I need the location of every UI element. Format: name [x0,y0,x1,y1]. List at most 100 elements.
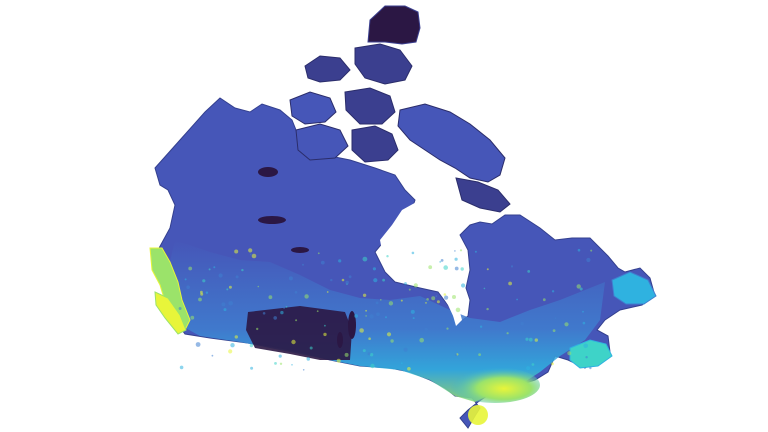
texture-speck [306,357,311,361]
texture-speck [348,275,352,279]
texture-speck [195,342,201,347]
texture-speck [376,312,380,317]
texture-speck [223,308,227,312]
texture-speck [386,332,392,337]
texture-speck [589,366,592,370]
texture-speck [179,365,184,370]
texture-speck [577,248,581,252]
texture-speck [228,349,233,354]
texture-speck [407,367,411,371]
texture-speck [226,288,229,291]
texture-speck [365,309,367,312]
great-lakes-peninsula [468,405,488,425]
arctic-island-5 [295,123,349,161]
texture-speck [435,295,438,297]
texture-speck [534,338,538,342]
texture-speck [586,257,591,263]
texture-speck [279,362,283,365]
texture-speck [404,282,407,285]
texture-speck [218,273,223,278]
texture-speck [367,352,371,356]
texture-speck [202,279,206,283]
texture-speck [454,266,459,271]
texture-speck [200,292,204,296]
texture-speck [235,275,239,279]
texture-speck [388,301,394,306]
texture-speck [291,364,293,366]
texture-speck [382,278,385,282]
texture-speck [304,294,309,299]
newfoundland [611,271,657,305]
texture-speck [273,316,278,320]
texture-speck [288,276,293,281]
texture-speck [528,337,533,342]
texture-speck [280,310,284,315]
texture-speck [368,337,371,341]
texture-speck [256,327,259,331]
ellesmere-island [367,5,421,45]
texture-speck [585,356,588,359]
texture-speck [228,301,233,306]
texture-speck [178,307,182,310]
texture-speck [375,301,379,305]
texture-speck [454,257,458,261]
texture-speck [291,339,296,345]
baffin-island [397,103,506,183]
texture-speck [431,296,436,301]
texture-speck [525,337,529,341]
texture-speck [551,290,555,293]
texture-speck [257,285,260,288]
texture-speck [295,319,298,322]
texture-speck [188,266,193,271]
texture-speck [443,293,447,296]
texture-speck [200,290,203,294]
texture-speck [268,295,273,300]
texture-speck [320,260,325,265]
great-bear-lake [258,167,278,177]
texture-speck [413,283,418,288]
texture-speck [249,253,252,256]
texture-speck [452,295,456,299]
texture-speck [208,268,211,271]
texture-speck [250,366,254,370]
texture-speck [506,332,509,335]
texture-speck [344,352,349,357]
texture-speck [426,298,429,301]
texture-speck [520,322,524,326]
texture-speck [579,287,583,291]
texture-speck [410,309,415,314]
vancouver-island [154,291,187,335]
texture-speck [362,293,367,297]
hudson-bay [380,162,462,320]
texture-speck [564,322,569,327]
lake-winnipeg [348,311,356,339]
arctic-island-4 [344,87,396,125]
texture-speck [552,329,556,332]
texture-speck [380,299,382,301]
texture-speck [316,310,319,313]
texture-speck [478,353,481,356]
texture-speck [309,346,313,350]
texture-speck [510,265,514,268]
texture-speck [582,321,586,325]
texture-speck [483,287,486,290]
texture-speck [249,343,254,348]
texture-speck [554,317,557,320]
texture-speck [508,281,512,286]
texture-speck [251,253,257,259]
texture-speck [576,284,581,289]
texture-speck [341,278,345,282]
texture-speck [455,353,458,356]
texture-speck [234,335,238,339]
texture-speck [370,363,375,369]
texture-speck [358,332,363,337]
texture-speck [230,343,235,348]
texture-speck [213,266,216,269]
texture-speck [330,278,333,282]
texture-speck [455,307,461,313]
arctic-island-1 [304,55,351,83]
texture-speck [285,306,288,308]
great-slave-lake [258,216,286,224]
texture-speck [479,325,483,328]
